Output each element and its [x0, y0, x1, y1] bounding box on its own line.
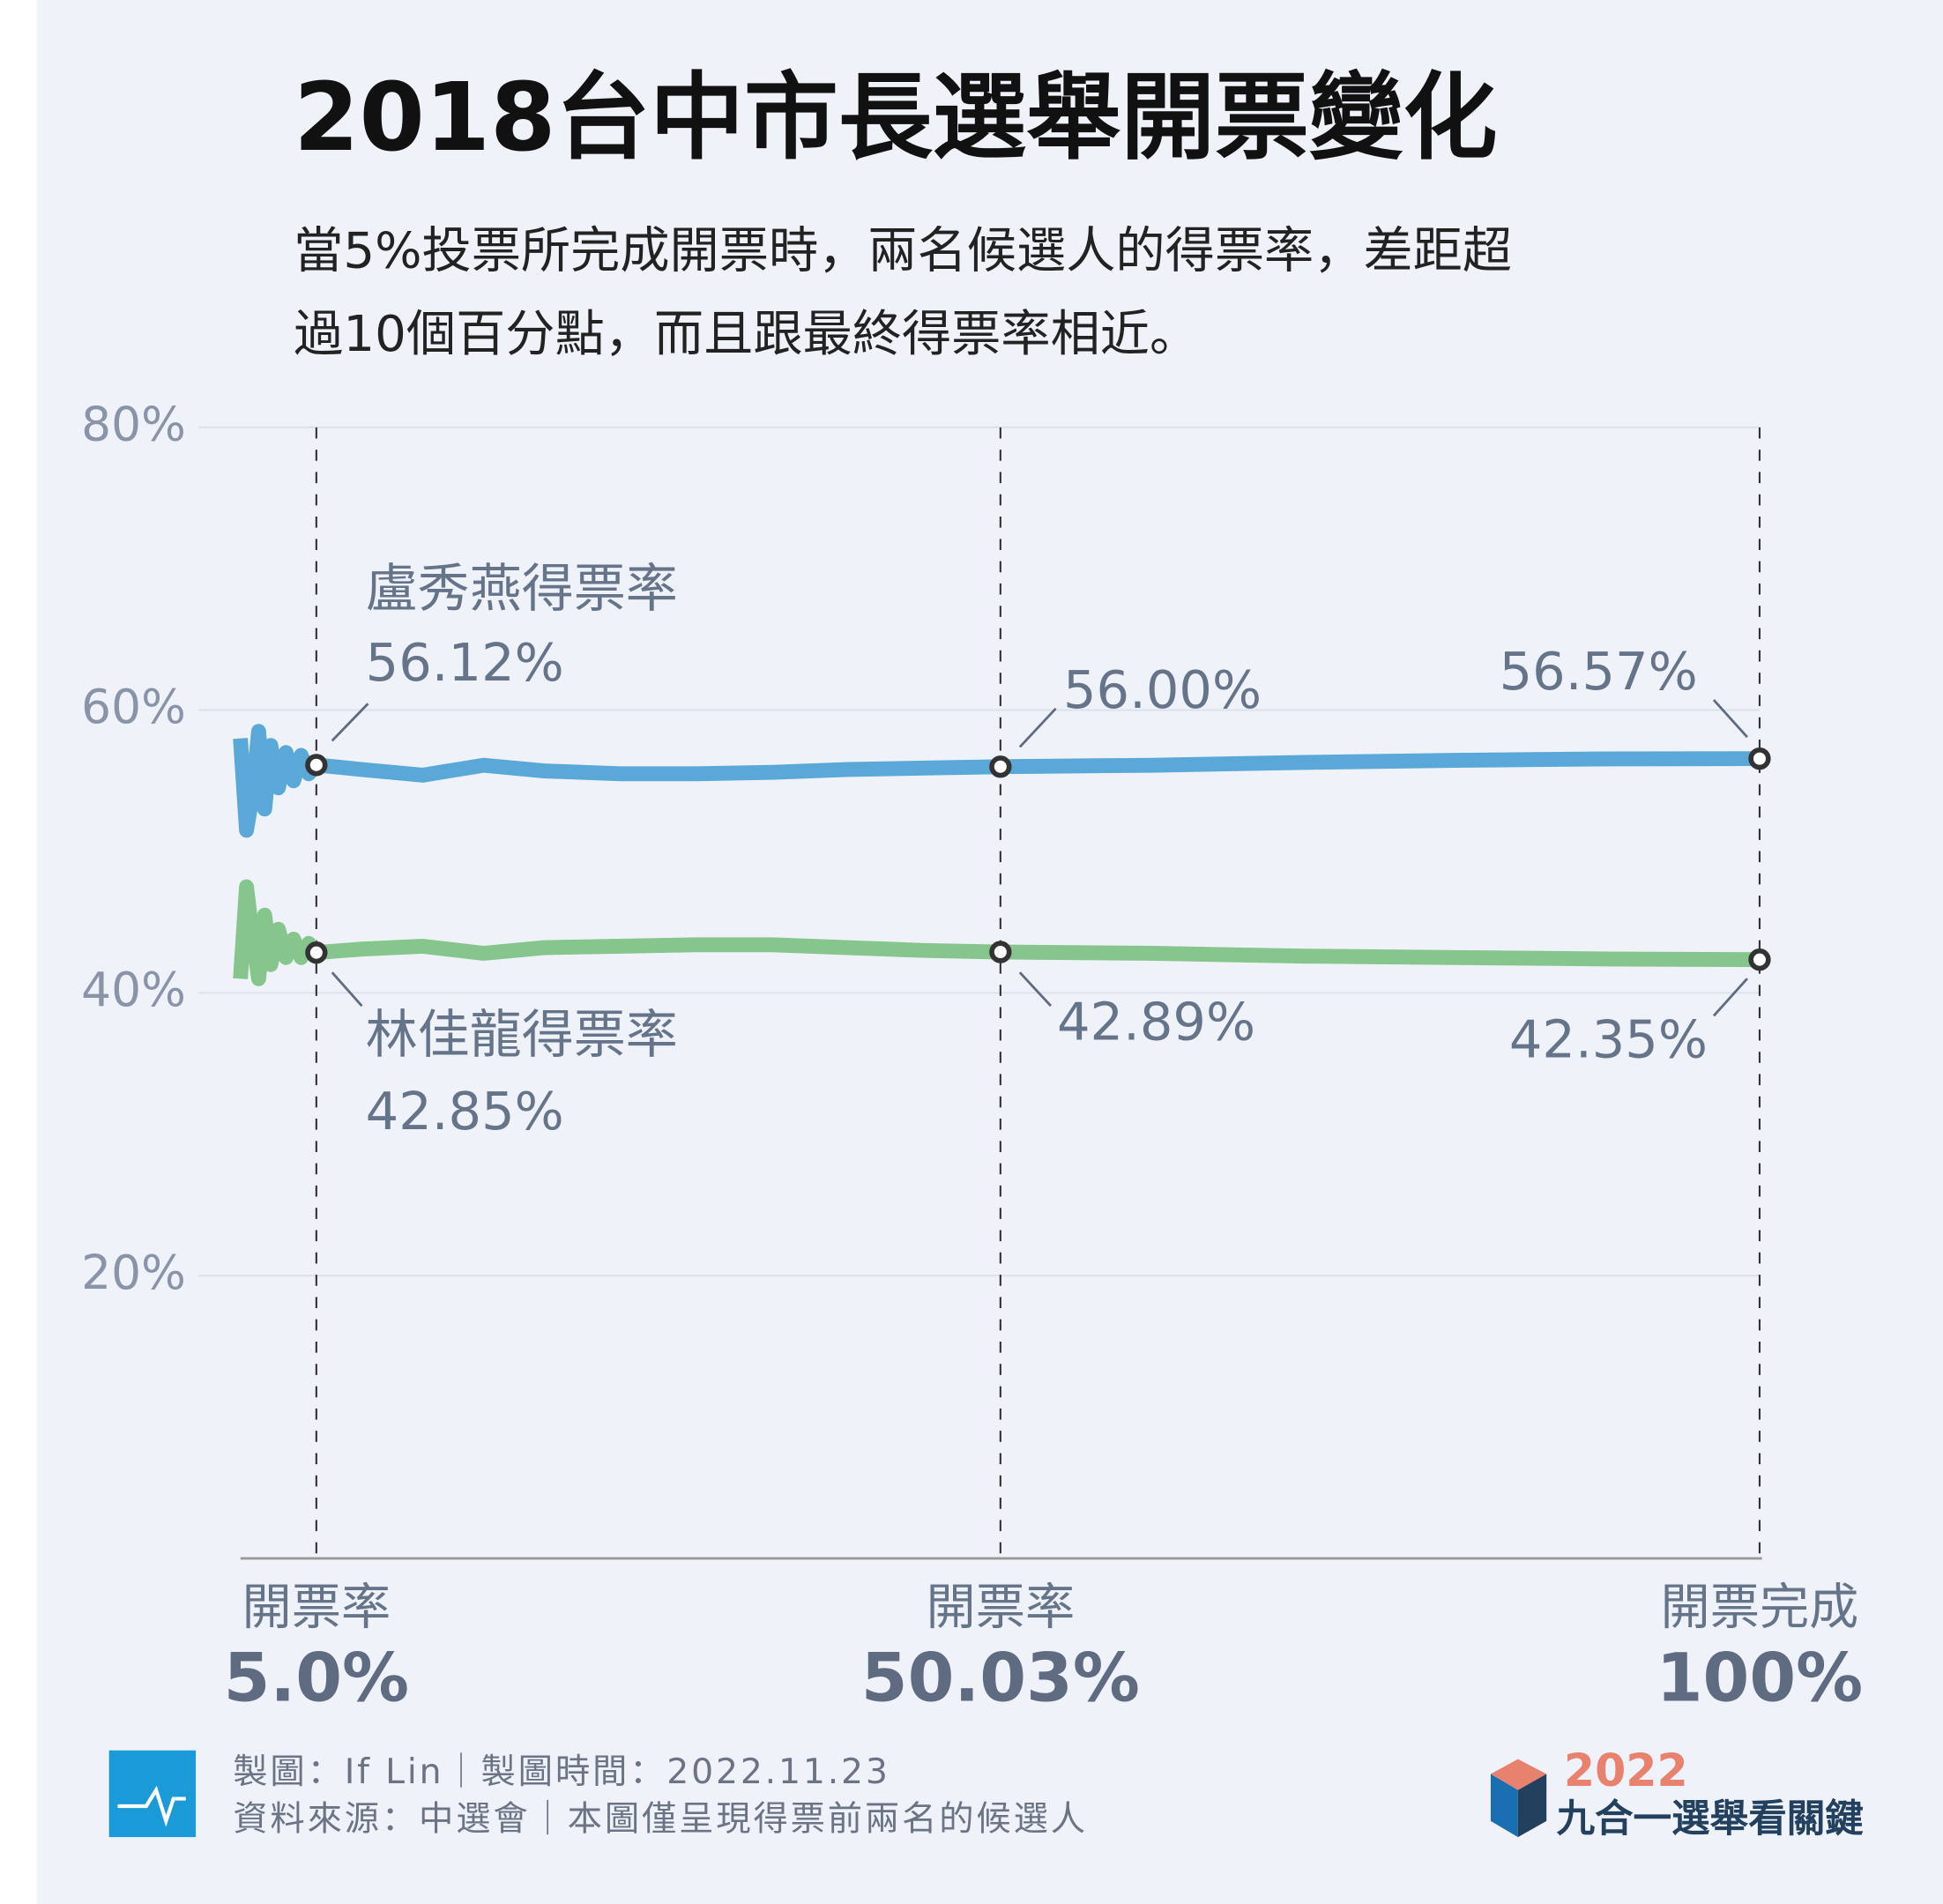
leader-line — [1018, 971, 1052, 1008]
logo-shape — [1490, 1774, 1518, 1838]
x-tick-label: 100% — [1656, 1639, 1863, 1716]
x-tick-label: 50.03% — [861, 1639, 1140, 1716]
series-name: 盧秀燕得票率 — [366, 558, 678, 619]
x-tick-caption: 開票率 — [927, 1580, 1076, 1637]
point — [989, 755, 1012, 778]
source: 資料來源：中選會｜本圖僅呈現得票前兩名的候選人 — [233, 1798, 1088, 1839]
logo-text: 九合一選舉看關鍵 — [1556, 1797, 1864, 1841]
x-tick-caption: 開票完成 — [1661, 1580, 1859, 1637]
leader-line — [1712, 978, 1748, 1017]
logo-shape — [1490, 1759, 1547, 1790]
series-line — [233, 879, 1761, 986]
data-label: 56.12% — [366, 632, 564, 693]
credit: 製圖：If Lin｜製圖時間：2022.11.23 — [233, 1752, 890, 1792]
data-label: 56.00% — [1063, 659, 1262, 720]
point — [1748, 948, 1771, 971]
leader-line — [331, 971, 363, 1008]
y-tick-label: 40% — [81, 962, 186, 1017]
x-tick-label: 5.0% — [224, 1639, 409, 1716]
subtitle: 當5%投票所完成開票時，兩名候選人的得票率，差距超 — [294, 223, 1512, 280]
series-line — [233, 724, 1760, 838]
logo-year: 2022 — [1564, 1744, 1688, 1796]
series-name: 林佳龍得票率 — [366, 1004, 678, 1065]
leader-line — [331, 703, 369, 742]
data-label: 56.57% — [1500, 641, 1698, 702]
subtitle: 過10個百分點，而且跟最終得票率相近。 — [294, 306, 1199, 363]
logo-shape — [1517, 1774, 1547, 1838]
point — [1748, 747, 1771, 770]
x-tick-caption: 開票率 — [242, 1580, 391, 1637]
leader-line — [1018, 707, 1057, 748]
point — [989, 941, 1012, 963]
icon-line — [117, 1785, 186, 1827]
y-tick-label: 60% — [81, 679, 186, 734]
data-label: 42.89% — [1057, 992, 1255, 1052]
y-tick-label: 20% — [81, 1245, 186, 1300]
y-tick-label: 80% — [81, 396, 186, 451]
leader-line — [1712, 699, 1748, 739]
point — [305, 754, 328, 777]
data-label: 42.85% — [366, 1081, 564, 1142]
point — [305, 941, 328, 964]
chart-title: 2018台中市長選舉開票變化 — [294, 63, 1497, 173]
data-label: 42.35% — [1509, 1008, 1708, 1069]
